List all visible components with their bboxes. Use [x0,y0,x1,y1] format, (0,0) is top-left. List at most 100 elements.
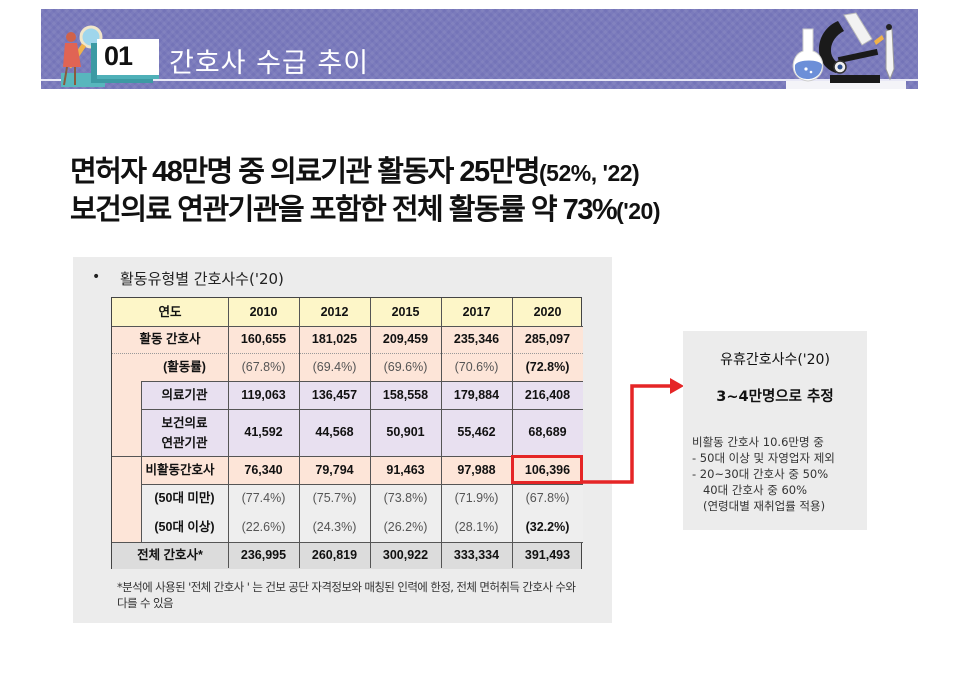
table-row: 의료기관 119,063 136,457 158,558 179,884 216… [112,381,583,409]
grid-line [370,298,371,568]
section-title: 간호사 수급 추이 [169,48,370,79]
row-label: 비활동간호사 [145,462,215,477]
highlighted-cell: 106,396 [524,462,571,477]
table-cell: 209,459 [382,332,429,347]
table-cell: 79,794 [315,462,354,477]
arrow-connector-icon [582,378,684,484]
table-row: 활동 간호사 160,655 181,025 209,459 235,346 2… [112,326,581,353]
table-cell: 68,689 [528,425,567,440]
table-cell: (26.2%) [383,520,428,535]
table-cell: (24.3%) [312,520,357,535]
table-cell: 158,558 [382,387,429,402]
table-row: 보건의료 연관기관 41,592 44,568 50,901 55,462 68… [112,409,583,456]
header-cell: 2015 [391,304,420,319]
table-cell: 179,884 [453,387,500,402]
headline-line-2-paren: ('20) [616,198,661,224]
table-cell: (22.6%) [241,520,286,535]
table-cell: 44,568 [315,425,354,440]
table-cell: 236,995 [240,548,287,563]
table-cell: (69.4%) [312,359,357,374]
panel-estimate: 3~4만명으로 추정 [716,389,834,405]
table-row: (50대 이상) (22.6%) (24.3%) (26.2%) (28.1%)… [112,513,583,542]
headline: 면허자 48만명 중 의료기관 활동자 25만명(52%, '22) 보건의료 … [70,154,770,230]
row-label: 활동 간호사 [139,332,201,347]
microscope-flask-icon [786,12,906,89]
table-cell: (69.6%) [383,359,428,374]
row-label: (활동률) [163,359,206,374]
row-label: (50대 이상) [154,520,215,535]
footnote: *분석에 사용된 '전체 간호사 ' 는 건보 공단 자격정보와 매칭된 인력에… [117,580,576,610]
section-banner: 01 간호사 수급 추이 [41,9,918,89]
table-cell: 50,901 [386,425,425,440]
table-cell: (77.4%) [241,491,286,506]
table-cell: 160,655 [240,332,287,347]
table-cell: 300,922 [382,548,429,563]
table-cell: 181,025 [311,332,358,347]
grid-line [512,298,513,568]
table-cell: 285,097 [524,332,571,347]
table-cell: 136,457 [311,387,358,402]
panel-title: 유휴간호사수('20) [720,352,830,368]
header-cell: 2012 [320,304,349,319]
grid-line [141,409,583,410]
table-cell: 216,408 [524,387,571,402]
grid-line [112,542,583,543]
table-cell: (73.8%) [383,491,428,506]
table-cell: 235,346 [453,332,500,347]
table-cell: 119,063 [241,387,286,402]
person-magnifier-icon [61,25,105,87]
grid-line [141,484,583,485]
row-label: 의료기관 [161,387,208,402]
table-cell: 91,463 [386,462,425,477]
row-label: 전체 간호사* [137,548,203,563]
panel-notes: 비활동 간호사 10.6만명 중 - 50대 이상 및 자영업자 제외 - 20… [692,435,835,513]
header-cell: 2020 [533,304,562,319]
table-row: (활동률) (67.8%) (69.4%) (69.6%) (70.6%) (7… [112,353,581,381]
table-caption: 활동유형별 간호사수('20) [120,270,284,288]
grid-line [112,326,583,327]
grid-line [141,381,583,382]
grid-line [299,298,300,568]
idle-nurse-panel: 유휴간호사수('20) 3~4만명으로 추정 비활동 간호사 10.6만명 중 … [683,331,867,530]
banner-divider-line [41,79,918,81]
table-cell: (67.8%) [525,491,570,506]
section-number-badge [97,39,159,79]
headline-line-1-paren: (52%, '22) [539,160,640,186]
table-cell: 55,462 [457,425,496,440]
header-cell: 2017 [462,304,491,319]
table-cell: 41,592 [244,425,283,440]
grid-line [112,456,583,457]
grid-line [228,298,229,568]
table-cell: (75.7%) [312,491,357,506]
highlight-box [511,455,583,484]
grid-line [141,381,142,542]
table-cell: (32.2%) [525,520,570,535]
table-cell: 333,334 [453,548,500,563]
header-cell-year: 연도 [158,304,182,319]
headline-line-2: 보건의료 연관기관을 포함한 전체 활동률 약 73%('20) [70,192,770,230]
table-cell: 97,988 [457,462,496,477]
row-label: 보건의료 연관기관 [161,415,208,450]
dotted-divider [112,353,583,354]
header-cell: 2010 [249,304,278,319]
nurse-count-table: 연도 2010 2012 2015 2017 2020 활동 간호사 160,6… [111,297,583,569]
table-cell: (72.8%) [525,359,570,374]
table-cell: 391,493 [524,548,571,563]
headline-line-1: 면허자 48만명 중 의료기관 활동자 25만명(52%, '22) [70,154,770,192]
table-row-total: 전체 간호사* 236,995 260,819 300,922 333,334 … [112,542,581,569]
table-row: 비활동간호사 76,340 79,794 91,463 97,988 106,3… [112,456,581,484]
table-cell: (70.6%) [454,359,499,374]
table-cell: (71.9%) [454,491,499,506]
row-label: (50대 미만) [154,491,215,506]
table-cell: 260,819 [311,548,358,563]
bullet: • [92,269,101,285]
table-cell: 76,340 [244,462,283,477]
grid-line [441,298,442,568]
section-number: 01 [104,41,133,71]
headline-line-1-main: 면허자 48만명 중 의료기관 활동자 25만명 [70,156,541,188]
table-header-row: 연도 2010 2012 2015 2017 2020 [112,298,581,326]
table-row: (50대 미만) (77.4%) (75.7%) (73.8%) (71.9%)… [112,484,583,513]
headline-line-2-main: 보건의료 연관기관을 포함한 전체 활동률 약 73% [70,194,618,226]
table-cell: (28.1%) [454,520,499,535]
table-cell: (67.8%) [241,359,286,374]
